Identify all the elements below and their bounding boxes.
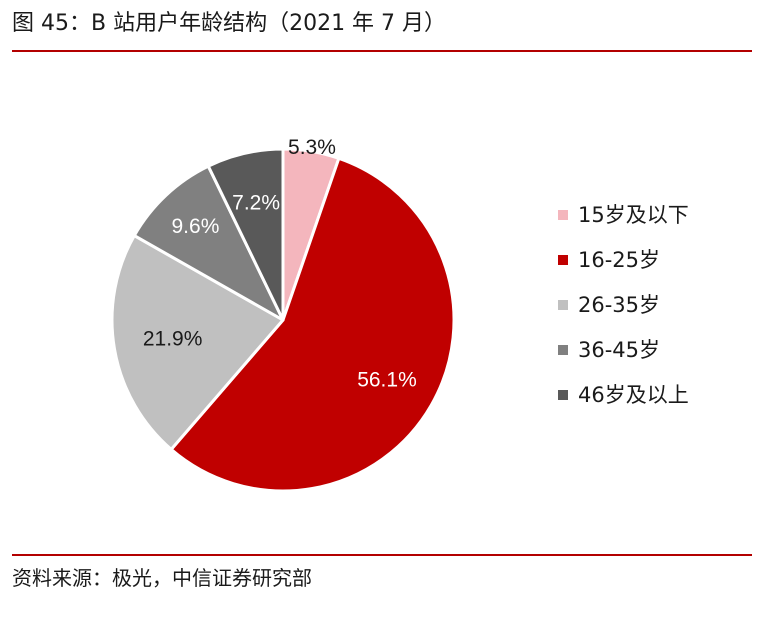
source-note: 资料来源：极光，中信证券研究部	[12, 566, 312, 590]
pie-slice-4	[132, 164, 285, 322]
bottom-divider	[12, 554, 752, 556]
figure-title: 图 45：B 站用户年龄结构（2021 年 7 月）	[12, 11, 447, 36]
pie-slices	[110, 147, 456, 493]
data-label-5: 7.2%	[232, 192, 280, 215]
pie-slice-3	[110, 234, 285, 451]
chart-legend: 15岁及以下 16-25岁 26-35岁 36-45岁 46岁及以上	[558, 203, 689, 407]
pie-chart-svg: 5.3% 56.1% 21.9% 9.6% 7.2% 15岁及以下 16-25岁 26-35…	[110, 136, 689, 493]
legend-label-3: 26-35岁	[578, 293, 660, 317]
legend-label-1: 15岁及以下	[578, 203, 689, 227]
pie-slice-2	[169, 156, 456, 493]
pie-data-labels: 5.3% 56.1% 21.9% 9.6% 7.2%	[143, 136, 417, 391]
data-label-3: 21.9%	[143, 328, 203, 351]
legend-swatch-3	[558, 300, 568, 310]
data-label-4: 9.6%	[172, 215, 220, 238]
top-divider	[12, 50, 752, 52]
data-label-2: 56.1%	[357, 368, 417, 391]
data-label-1: 5.3%	[288, 136, 336, 159]
legend-swatch-5	[558, 390, 568, 400]
pie-chart: 5.3% 56.1% 21.9% 9.6% 7.2% 15岁及以下 16-25岁 26-35…	[0, 60, 764, 550]
pie-slice-5	[206, 147, 285, 322]
legend-swatch-1	[558, 210, 568, 220]
legend-label-5: 46岁及以上	[578, 383, 689, 407]
legend-swatch-4	[558, 345, 568, 355]
legend-label-2: 16-25岁	[578, 248, 660, 272]
legend-label-4: 36-45岁	[578, 338, 660, 362]
legend-swatch-2	[558, 255, 568, 265]
